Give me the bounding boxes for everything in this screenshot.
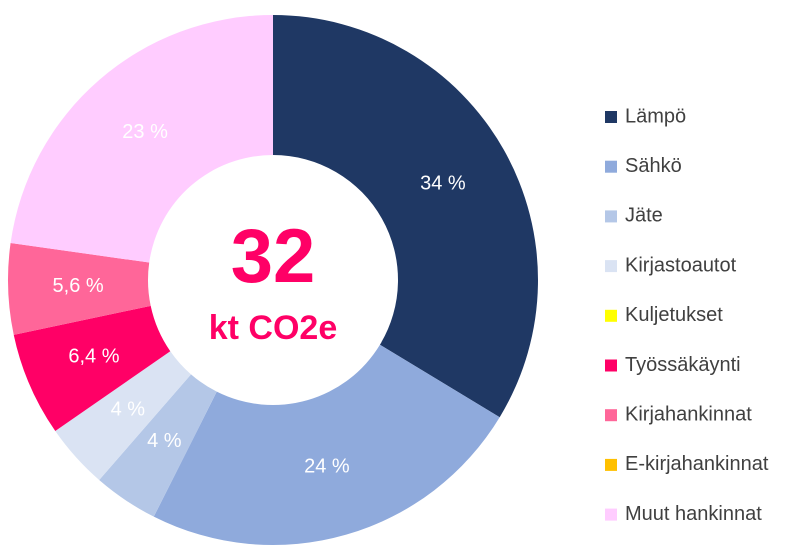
value-label: 24 % bbox=[304, 456, 350, 478]
legend-swatch bbox=[605, 309, 617, 322]
legend-swatch bbox=[605, 359, 617, 372]
slice bbox=[10, 15, 273, 263]
slice bbox=[153, 344, 500, 545]
legend-swatch bbox=[605, 210, 617, 223]
legend-label: Työssäkäynti bbox=[625, 354, 741, 376]
slice bbox=[99, 374, 217, 517]
value-label: 4 % bbox=[111, 398, 146, 420]
value-label: 5,6 % bbox=[53, 275, 104, 297]
legend-label: Kuljetukset bbox=[625, 304, 723, 326]
center-value: 32 bbox=[231, 214, 316, 299]
legend-label: Lämpö bbox=[625, 105, 686, 127]
legend-label: Muut hankinnat bbox=[625, 503, 762, 525]
legend-label: Sähkö bbox=[625, 155, 682, 177]
legend-swatch bbox=[605, 409, 617, 422]
legend-label: E-kirjahankinnat bbox=[625, 453, 769, 475]
value-label: 34 % bbox=[420, 173, 466, 195]
value-label: 6,4 % bbox=[68, 346, 119, 368]
slice bbox=[13, 305, 171, 432]
slice bbox=[7, 243, 151, 335]
legend-swatch bbox=[605, 260, 617, 273]
slice bbox=[273, 15, 538, 418]
value-label: 4 % bbox=[147, 430, 182, 452]
legend-label: Jäte bbox=[625, 205, 663, 227]
legend-label: Kirjahankinnat bbox=[625, 403, 752, 425]
legend-swatch bbox=[605, 160, 617, 173]
legend-label: Kirjastoautot bbox=[625, 254, 737, 276]
center-unit: kt CO2e bbox=[209, 309, 338, 347]
value-label: 23 % bbox=[122, 121, 168, 143]
legend-swatch bbox=[605, 458, 617, 471]
legend-swatch bbox=[605, 111, 617, 123]
legend-swatch bbox=[605, 508, 617, 521]
slice bbox=[55, 351, 192, 481]
